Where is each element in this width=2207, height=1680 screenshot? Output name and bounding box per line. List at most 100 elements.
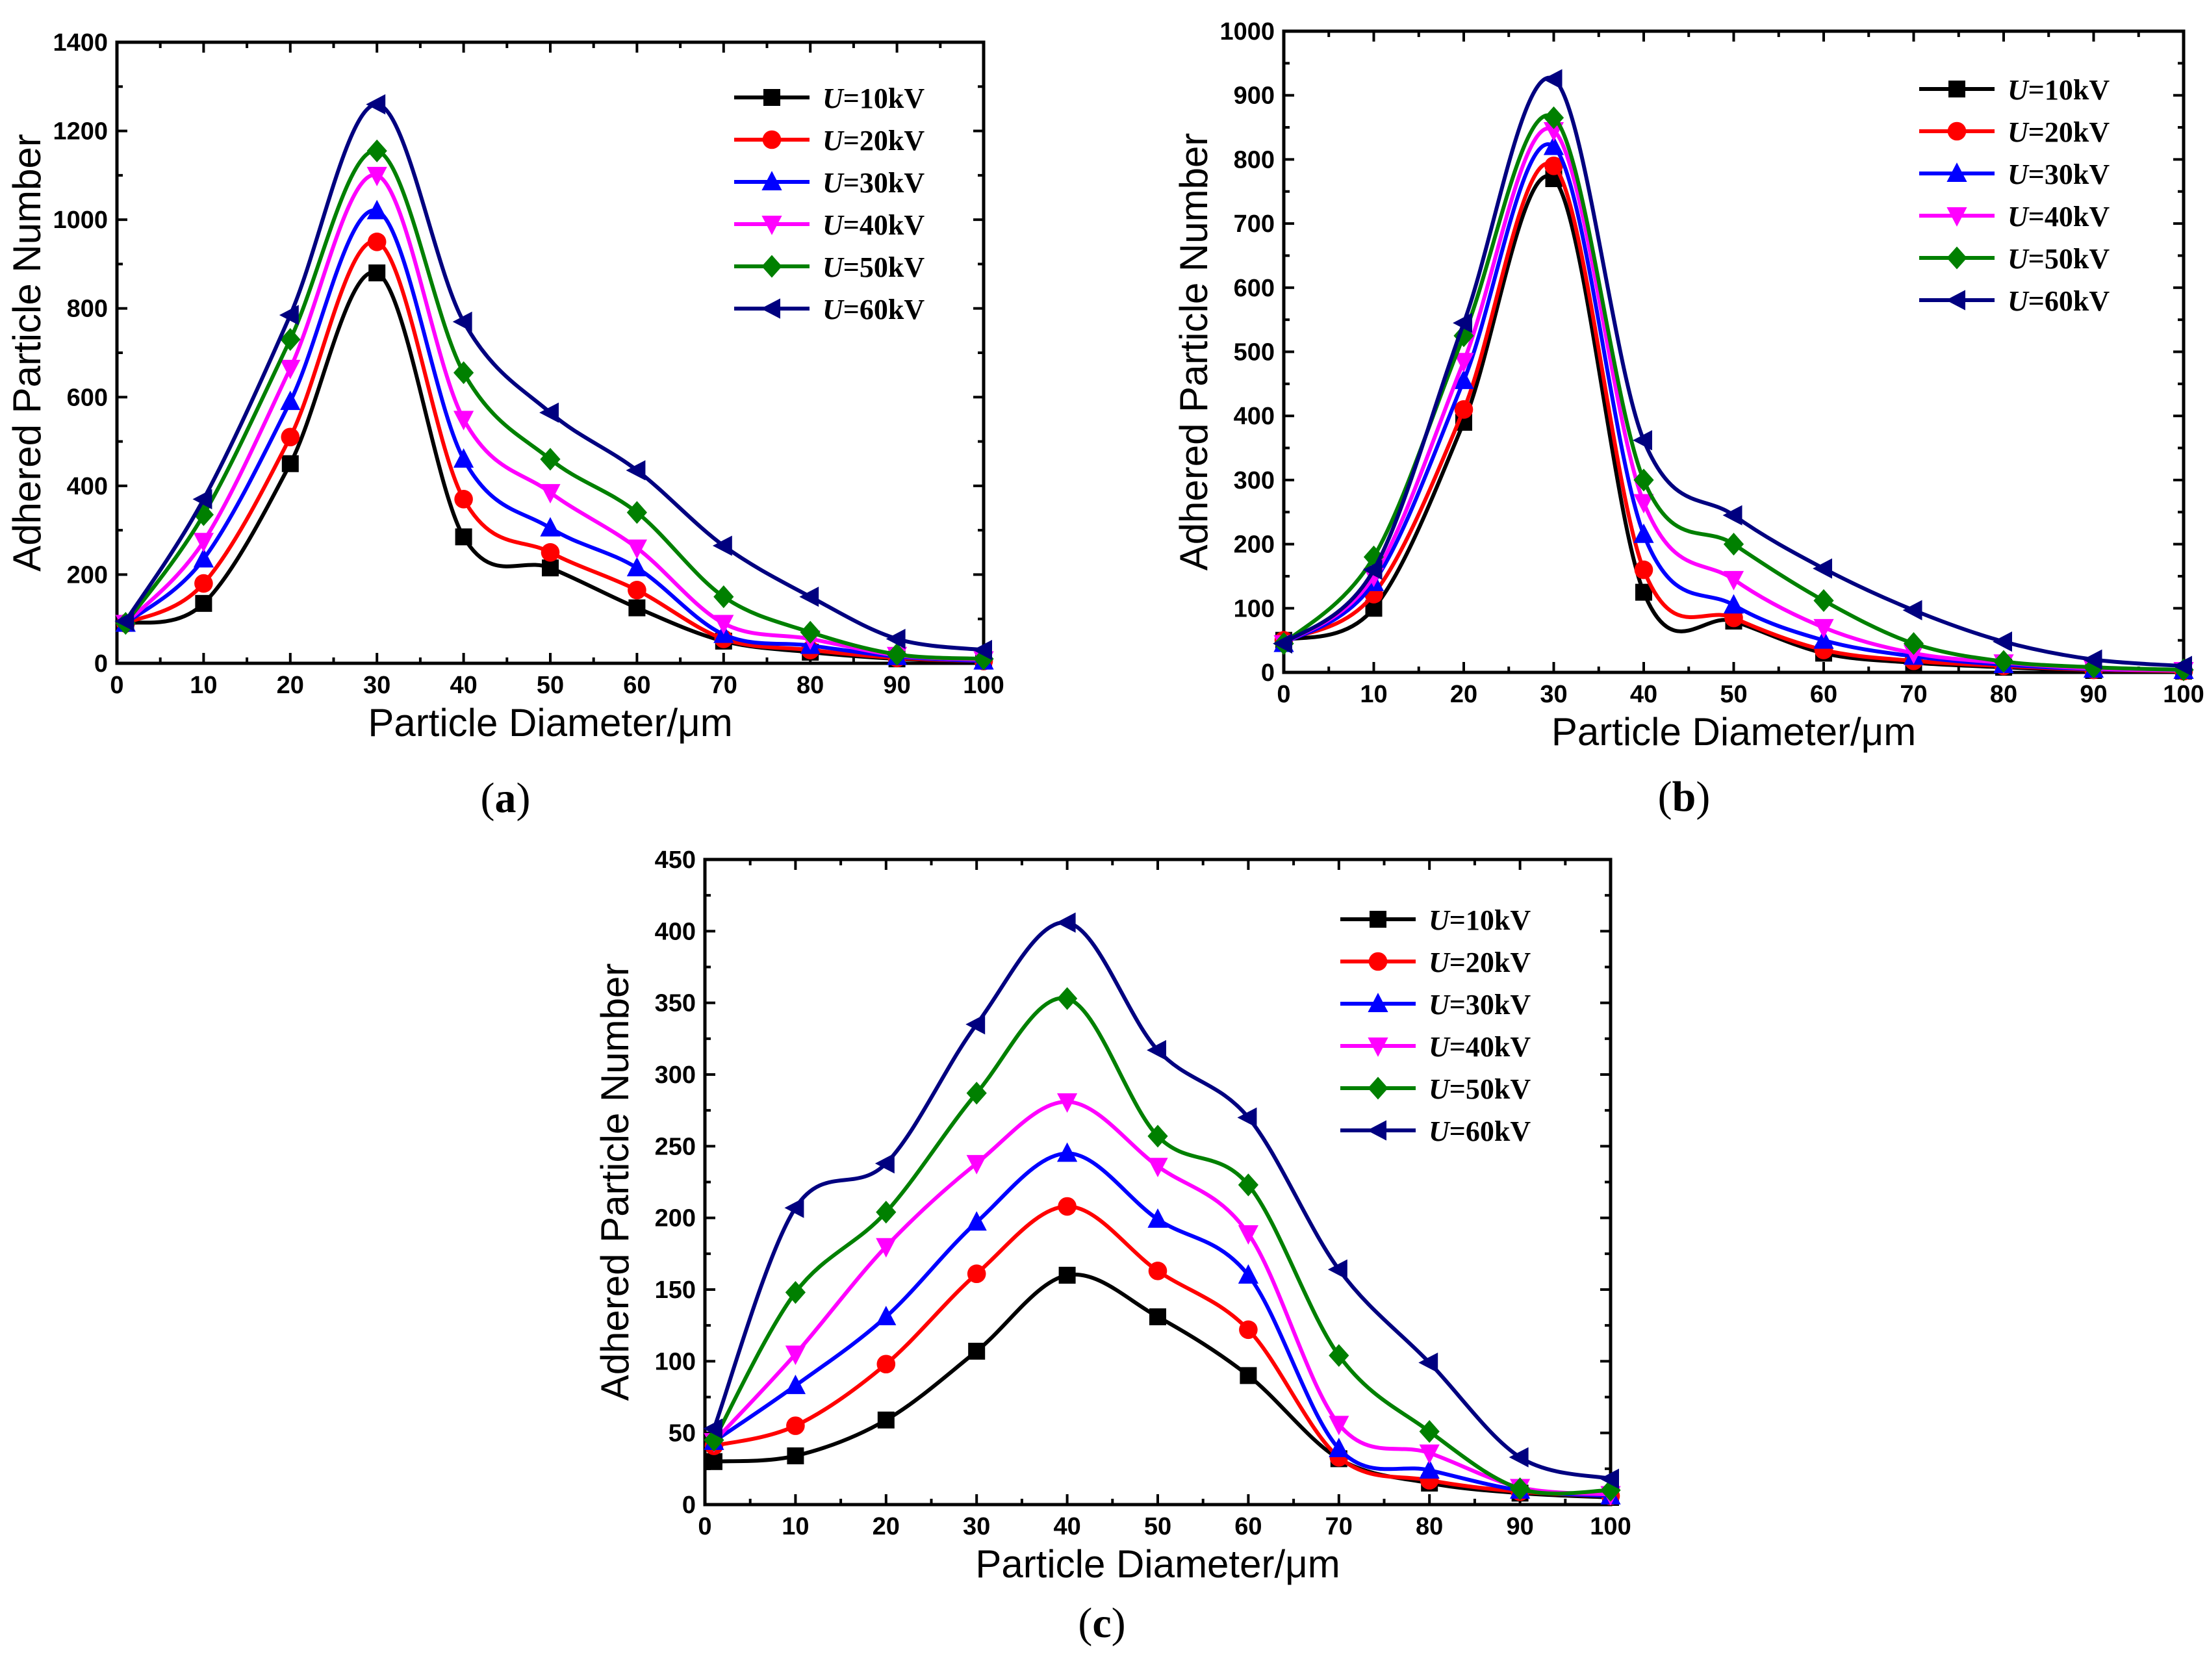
data-point: [1238, 1264, 1258, 1284]
legend-marker: [1946, 246, 1967, 270]
legend-marker: [761, 171, 782, 190]
panel-label-close: ): [1696, 773, 1710, 821]
data-point: [1509, 1447, 1529, 1468]
data-point: [876, 1201, 897, 1224]
data-point: [453, 411, 474, 431]
data-point: [876, 1306, 897, 1325]
legend-marker: [762, 130, 782, 149]
panel-label-open: (: [1078, 1599, 1092, 1647]
series-4: [704, 1093, 1621, 1506]
x-tick-label: 30: [1540, 681, 1567, 708]
x-tick-label: 80: [1416, 1513, 1443, 1540]
legend-label-value: =20kV: [1449, 947, 1531, 978]
data-point: [973, 647, 994, 670]
data-point: [1419, 1444, 1440, 1464]
legend-label-variable: U: [1429, 1031, 1451, 1063]
y-axis-title: Adhered Particle Number: [5, 134, 49, 572]
data-point: [455, 528, 472, 546]
data-point: [1454, 400, 1473, 419]
legend-label-value: =50kV: [843, 251, 925, 283]
legend-label: U=40kV: [1429, 1031, 1531, 1063]
legend-label-variable: U: [2008, 243, 2030, 275]
series-6: [1273, 69, 2192, 676]
legend-marker: [1370, 911, 1386, 928]
legend-label-value: =30kV: [843, 167, 925, 199]
x-tick-label: 80: [1990, 681, 2017, 708]
x-tick-label: 60: [623, 672, 650, 699]
y-tick-label: 600: [67, 384, 108, 411]
x-tick-label: 30: [363, 672, 390, 699]
y-tick-label: 0: [94, 650, 108, 678]
data-point: [1453, 353, 1474, 373]
panel-label-open: (: [481, 774, 495, 822]
data-point: [1813, 629, 1834, 649]
legend-marker: [761, 255, 782, 278]
data-point: [626, 460, 646, 481]
legend-marker: [1367, 1120, 1386, 1141]
data-point: [279, 305, 299, 325]
x-tick-label: 100: [963, 672, 1004, 699]
data-point: [193, 548, 214, 568]
legend-label: U=50kV: [2008, 243, 2110, 275]
data-point: [628, 599, 646, 617]
data-point: [1419, 1419, 1440, 1444]
legend-label: U=20kV: [823, 125, 925, 157]
legend-label-value: =50kV: [2028, 243, 2110, 275]
y-tick-label: 700: [1234, 210, 1275, 238]
data-point: [281, 455, 299, 472]
data-point: [1902, 600, 1922, 620]
legend-label-variable: U: [2008, 201, 2030, 233]
data-point: [1543, 106, 1564, 129]
data-point: [192, 489, 212, 509]
data-point: [703, 1418, 722, 1439]
y-tick-label: 200: [67, 561, 108, 589]
legend-label: U=20kV: [1429, 947, 1531, 978]
data-point: [1056, 912, 1076, 933]
y-tick-label: 400: [67, 473, 108, 500]
data-point: [280, 359, 301, 379]
x-axis-title: Particle Diameter/μm: [368, 701, 732, 745]
chart-0: 0 10 20 30 40 50 60 70 80 90 100020040060080010001…: [5, 29, 1004, 822]
chart-2: 0 10 20 30 40 50 60 70 80 90 100 0 50 100 150 200 250 300…: [593, 846, 1631, 1647]
data-point: [1813, 589, 1834, 613]
legend-label-variable: U: [2008, 285, 2030, 317]
data-point: [785, 1374, 806, 1394]
data-point: [1240, 1367, 1257, 1384]
x-tick-label: 10: [782, 1513, 809, 1540]
data-point: [1544, 156, 1563, 175]
data-point: [1057, 1093, 1078, 1113]
y-tick-label: 300: [1234, 467, 1275, 494]
x-tick-label: 30: [963, 1513, 990, 1540]
y-tick-label: 200: [655, 1205, 696, 1232]
legend-label-variable: U: [2008, 74, 2030, 106]
data-point: [2082, 649, 2102, 670]
series-6: [703, 912, 1619, 1489]
data-point: [1633, 430, 1652, 451]
data-point: [1329, 1438, 1349, 1457]
legend-label-variable: U: [823, 83, 845, 114]
data-point: [628, 581, 646, 600]
x-tick-label: 80: [797, 672, 824, 699]
data-point: [1147, 1039, 1166, 1061]
data-point: [1722, 505, 1742, 526]
x-axis-title: Particle Diameter/μm: [975, 1542, 1340, 1586]
x-tick-label: 70: [1325, 1513, 1353, 1540]
data-point: [626, 557, 647, 577]
data-point: [1238, 1173, 1258, 1197]
legend-label-value: =50kV: [1449, 1073, 1531, 1105]
legend-label: U=50kV: [823, 251, 925, 283]
legend-label: U=60kV: [1429, 1115, 1531, 1147]
x-tick-label: 0: [1277, 681, 1290, 708]
x-tick-label: 90: [883, 672, 910, 699]
data-point: [1418, 1352, 1438, 1373]
legend-label-value: =30kV: [2028, 159, 2110, 190]
data-point: [704, 1429, 724, 1452]
legend-label: U=10kV: [1429, 904, 1531, 936]
data-point: [1600, 1479, 1621, 1502]
x-tick-label: 20: [873, 1513, 900, 1540]
legend-label: U=40kV: [2008, 201, 2110, 233]
data-point: [705, 1453, 722, 1470]
data-point: [194, 574, 213, 593]
